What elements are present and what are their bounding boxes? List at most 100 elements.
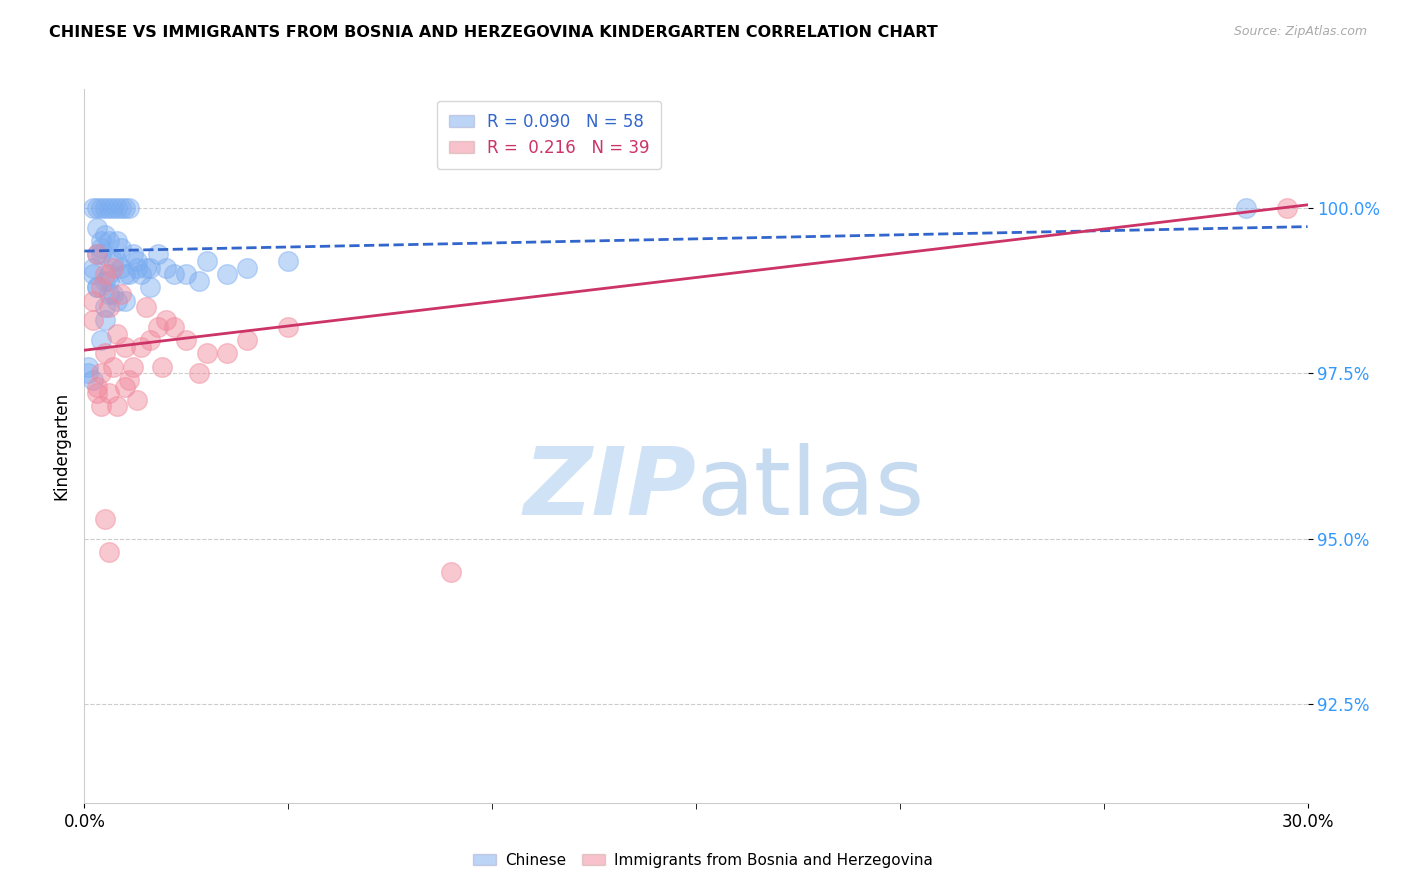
Point xyxy=(101,287,124,301)
Point xyxy=(90,333,112,347)
Point xyxy=(90,367,112,381)
Point xyxy=(93,300,115,314)
Point xyxy=(122,247,145,261)
Point xyxy=(118,267,141,281)
Point xyxy=(93,346,115,360)
Point xyxy=(97,545,120,559)
Point xyxy=(114,201,136,215)
Point xyxy=(86,386,108,401)
Point xyxy=(93,511,115,525)
Point xyxy=(105,234,128,248)
Point xyxy=(82,201,104,215)
Point xyxy=(101,260,124,275)
Point xyxy=(440,565,463,579)
Point xyxy=(131,340,153,354)
Point xyxy=(110,201,132,215)
Point xyxy=(155,313,177,327)
Legend: R = 0.090   N = 58, R =  0.216   N = 39: R = 0.090 N = 58, R = 0.216 N = 39 xyxy=(437,101,661,169)
Text: Source: ZipAtlas.com: Source: ZipAtlas.com xyxy=(1233,25,1367,38)
Point xyxy=(97,267,120,281)
Point xyxy=(101,359,124,374)
Point xyxy=(187,274,209,288)
Point xyxy=(236,333,259,347)
Point xyxy=(131,267,153,281)
Point xyxy=(105,326,128,341)
Point xyxy=(195,346,218,360)
Point xyxy=(90,247,112,261)
Point xyxy=(86,221,108,235)
Point xyxy=(82,267,104,281)
Point xyxy=(90,234,112,248)
Point xyxy=(86,201,108,215)
Point xyxy=(138,333,160,347)
Point xyxy=(93,201,115,215)
Point xyxy=(163,320,186,334)
Point xyxy=(97,201,120,215)
Point xyxy=(86,280,108,294)
Point xyxy=(97,386,120,401)
Point xyxy=(105,400,128,414)
Point xyxy=(86,379,108,393)
Point xyxy=(187,367,209,381)
Point xyxy=(195,254,218,268)
Point xyxy=(277,254,299,268)
Point xyxy=(127,254,149,268)
Point xyxy=(93,227,115,242)
Point xyxy=(86,247,108,261)
Point xyxy=(174,333,197,347)
Point xyxy=(118,201,141,215)
Point xyxy=(236,260,259,275)
Point xyxy=(105,254,128,268)
Point xyxy=(97,287,120,301)
Point xyxy=(114,379,136,393)
Point xyxy=(138,260,160,275)
Point xyxy=(114,293,136,308)
Point xyxy=(114,267,136,281)
Point xyxy=(90,280,112,294)
Point xyxy=(82,260,104,275)
Point xyxy=(146,320,169,334)
Point xyxy=(86,247,108,261)
Point xyxy=(90,400,112,414)
Point xyxy=(155,260,177,275)
Point xyxy=(135,300,157,314)
Point xyxy=(114,340,136,354)
Point xyxy=(277,320,299,334)
Point xyxy=(86,280,108,294)
Point xyxy=(127,260,149,275)
Point xyxy=(101,201,124,215)
Text: atlas: atlas xyxy=(696,442,924,535)
Point xyxy=(82,373,104,387)
Point xyxy=(138,280,160,294)
Point xyxy=(97,274,120,288)
Point xyxy=(217,267,239,281)
Point xyxy=(82,293,104,308)
Point xyxy=(97,300,120,314)
Point xyxy=(174,267,197,281)
Point xyxy=(105,293,128,308)
Point xyxy=(163,267,186,281)
Point xyxy=(122,359,145,374)
Point xyxy=(90,241,112,255)
Point xyxy=(101,254,124,268)
Point xyxy=(93,274,115,288)
Point xyxy=(127,392,149,407)
Point xyxy=(82,313,104,327)
Point xyxy=(217,346,239,360)
Point xyxy=(146,247,169,261)
Point xyxy=(110,287,132,301)
Point xyxy=(93,267,115,281)
Point xyxy=(105,201,128,215)
Point xyxy=(1236,201,1258,215)
Point xyxy=(97,234,120,248)
Point xyxy=(77,367,100,381)
Point xyxy=(77,359,100,374)
Point xyxy=(118,373,141,387)
Text: ZIP: ZIP xyxy=(523,442,696,535)
Point xyxy=(93,313,115,327)
Legend: Chinese, Immigrants from Bosnia and Herzegovina: Chinese, Immigrants from Bosnia and Herz… xyxy=(467,847,939,873)
Point xyxy=(1277,201,1299,215)
Point xyxy=(110,241,132,255)
Y-axis label: Kindergarten: Kindergarten xyxy=(52,392,70,500)
Point xyxy=(110,260,132,275)
